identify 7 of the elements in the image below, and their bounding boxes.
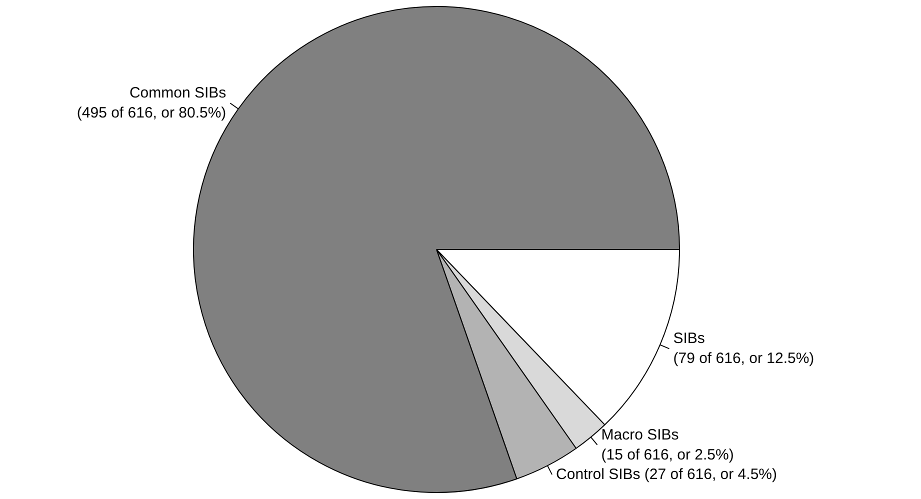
data-label: (79 of 616, or 12.5%) xyxy=(673,350,814,368)
slice-label: Macro SIBs xyxy=(601,426,679,444)
slice-label: Common SIBs xyxy=(129,84,226,102)
slice-label: Control SIBs (27 of 616, or 4.5%) xyxy=(556,466,777,484)
data-label: (15 of 616, or 2.5%) xyxy=(601,446,734,464)
slice-label: SIBs xyxy=(673,330,705,348)
data-label: (495 of 616, or 80.5%) xyxy=(76,104,226,122)
